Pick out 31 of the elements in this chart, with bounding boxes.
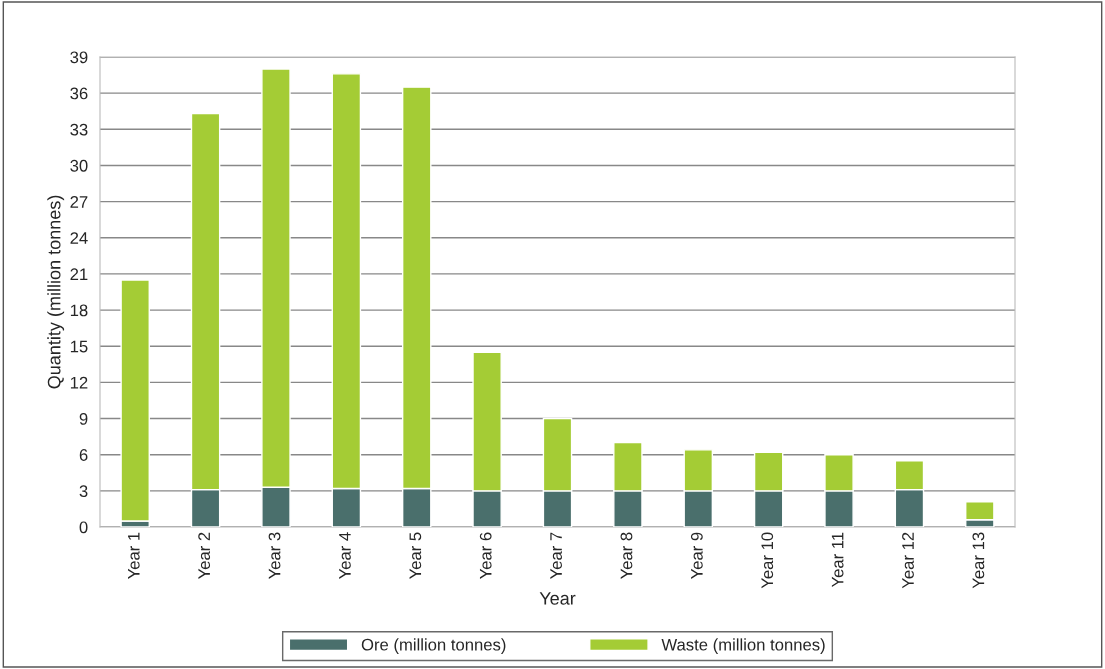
y-tick-label: 36 — [70, 87, 88, 100]
y-tick-label: 24 — [70, 232, 88, 244]
x-tick-label: Year 8 — [620, 532, 633, 580]
y-tick-label: 0 — [79, 521, 88, 534]
y-tick-label: 39 — [70, 51, 88, 64]
y-tick-label: 3 — [79, 485, 88, 498]
y-tick-label: 21 — [70, 268, 88, 280]
legend-label: Waste (million tonnes) — [661, 638, 825, 654]
x-axis-title: Year — [539, 592, 576, 605]
y-tick-label: 9 — [79, 412, 88, 425]
x-tick-label: Year 9 — [690, 532, 703, 580]
y-tick-label: 30 — [70, 159, 88, 172]
x-tick-label: Year 1 — [128, 532, 140, 580]
x-tick-label: Year 5 — [409, 532, 422, 580]
y-axis-title: Quantity (million tonnes) — [47, 195, 65, 389]
x-tick-label: Year 2 — [198, 532, 211, 580]
x-tick-label: Year 11 — [831, 532, 844, 588]
x-tick-label: Year 12 — [902, 532, 914, 589]
y-tick-label: 15 — [70, 340, 88, 353]
x-tick-label: Year 4 — [339, 532, 351, 580]
y-tick-label: 6 — [79, 449, 88, 461]
y-tick-label: 12 — [70, 376, 88, 389]
y-tick-label: 27 — [70, 196, 88, 208]
x-tick-label: Year 13 — [972, 532, 985, 589]
y-tick-label: 33 — [70, 123, 88, 136]
x-tick-label: Year 6 — [479, 532, 492, 580]
y-tick-label: 18 — [70, 304, 88, 317]
x-tick-label: Year 10 — [761, 532, 774, 589]
x-tick-label: Year 7 — [550, 532, 562, 580]
legend-label: Ore (million tonnes) — [361, 638, 506, 654]
x-tick-label: Year 3 — [268, 532, 281, 580]
